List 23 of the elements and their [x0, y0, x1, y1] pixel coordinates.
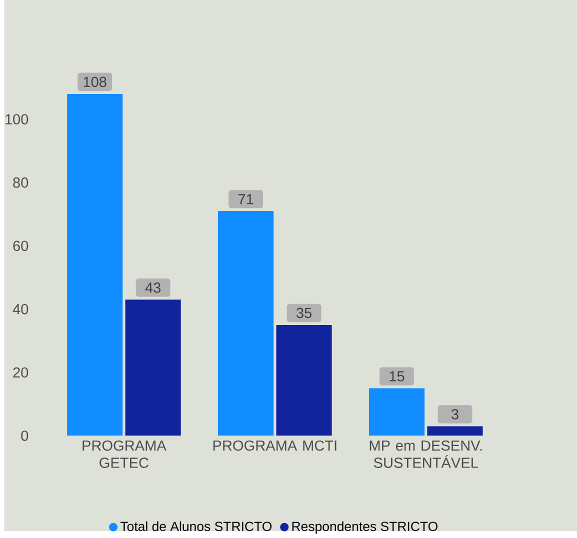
data-label: 108 — [84, 76, 106, 87]
data-label: 43 — [145, 282, 161, 293]
data-label: 71 — [238, 194, 254, 204]
bar — [218, 210, 274, 436]
bar — [276, 324, 332, 436]
x-tick-label: PROGRAMA MCTI — [213, 440, 336, 451]
x-tick-label: MP em DESENV. SUSTENTÁVEL — [370, 440, 482, 468]
y-tick-label: 80 — [13, 177, 28, 188]
bar — [427, 426, 483, 436]
legend-label: Total de Alunos STRICTO — [120, 521, 272, 531]
x-tick-label: PROGRAMA GETEC — [82, 440, 166, 468]
bar — [125, 300, 181, 436]
bar — [67, 94, 123, 436]
bar — [368, 388, 425, 436]
data-label: 3 — [452, 408, 458, 420]
y-tick-label: 20 — [13, 367, 28, 378]
y-tick-label: 60 — [13, 240, 28, 251]
data-label: 35 — [296, 308, 312, 318]
y-tick-label: 100 — [6, 114, 28, 124]
data-label: 15 — [390, 371, 404, 382]
y-tick-label: 0 — [21, 430, 28, 441]
legend-label: Respondentes STRICTO — [292, 521, 438, 534]
y-tick-label: 40 — [12, 304, 28, 314]
